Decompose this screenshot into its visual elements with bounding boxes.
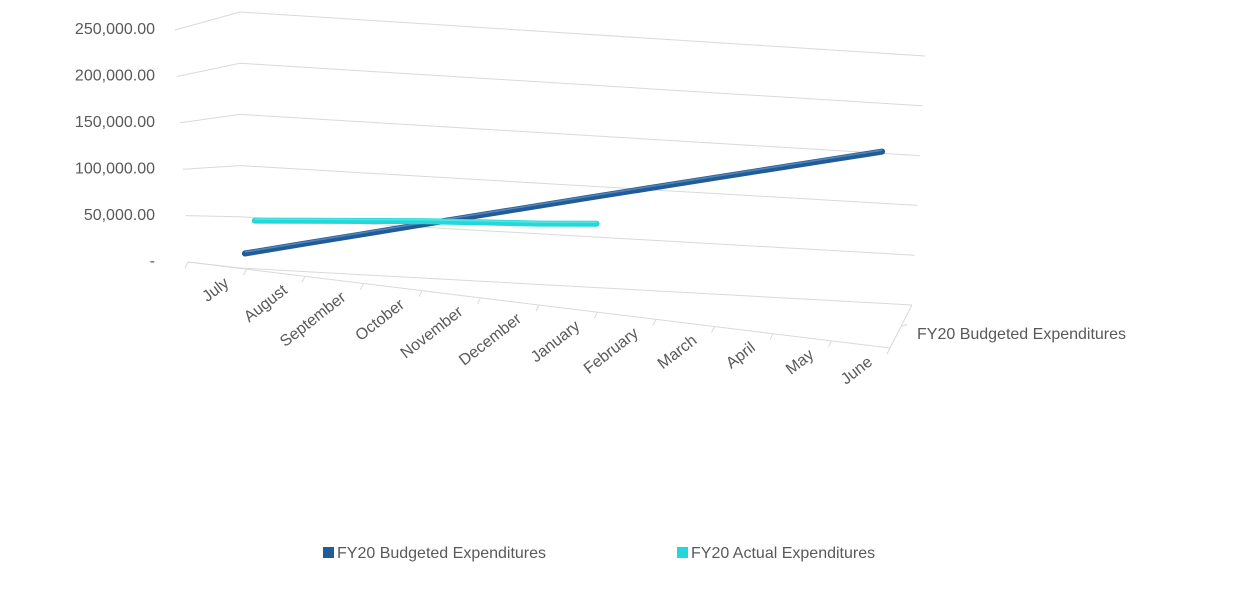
legend-swatch [677, 547, 688, 558]
series-line [241, 148, 886, 257]
grid-line [177, 62, 241, 77]
grid-line [239, 11, 926, 57]
depth-label: FY20 Budgeted Expenditures [917, 326, 1126, 343]
x-tick [886, 347, 891, 355]
grid-line [185, 215, 241, 218]
grid-line [239, 62, 923, 107]
legend-label: FY20 Budgeted Expenditures [337, 545, 546, 562]
grid-line [239, 267, 913, 306]
legend-swatch [323, 547, 334, 558]
y-tick-label: - [150, 253, 155, 270]
x-tick-label: January [528, 318, 583, 366]
x-tick-label: March [655, 332, 701, 373]
x-tick-label: December [456, 310, 525, 369]
x-tick [243, 268, 247, 276]
x-tick-label: October [352, 296, 408, 345]
x-tick [711, 326, 715, 333]
x-tick-label: May [783, 346, 817, 378]
x-tick [477, 297, 481, 305]
x-tick [418, 290, 423, 297]
x-tick [769, 333, 774, 340]
x-tick [360, 283, 364, 290]
legend-label: FY20 Actual Expenditures [691, 545, 875, 562]
series-highlight [244, 149, 883, 253]
x-tick-label: June [838, 353, 876, 388]
grid-line [182, 165, 241, 170]
x-tick-label: February [581, 325, 642, 378]
grid-line [239, 165, 918, 206]
x-tick-label: September [277, 289, 350, 351]
x-tick-label: April [723, 339, 759, 372]
x-tick [652, 319, 657, 326]
x-tick [535, 304, 540, 312]
y-tick-label: 100,000.00 [75, 160, 155, 177]
grid-line [239, 113, 920, 157]
y-tick-label: 250,000.00 [75, 21, 155, 38]
y-tick-label: 150,000.00 [75, 114, 155, 131]
x-tick-label: August [241, 281, 291, 325]
x-tick [594, 311, 598, 319]
y-tick-label: 50,000.00 [84, 207, 155, 224]
grid-line [174, 11, 241, 31]
x-tick [301, 276, 306, 283]
y-tick-label: 200,000.00 [75, 68, 155, 85]
series-highlight [254, 218, 597, 224]
x-tick [828, 340, 832, 348]
series-line [251, 217, 600, 227]
x-tick [184, 261, 189, 269]
x-tick-label: July [199, 275, 232, 306]
grid-line [180, 113, 241, 124]
x-tick-label: November [398, 303, 467, 362]
z-tick [900, 324, 908, 327]
